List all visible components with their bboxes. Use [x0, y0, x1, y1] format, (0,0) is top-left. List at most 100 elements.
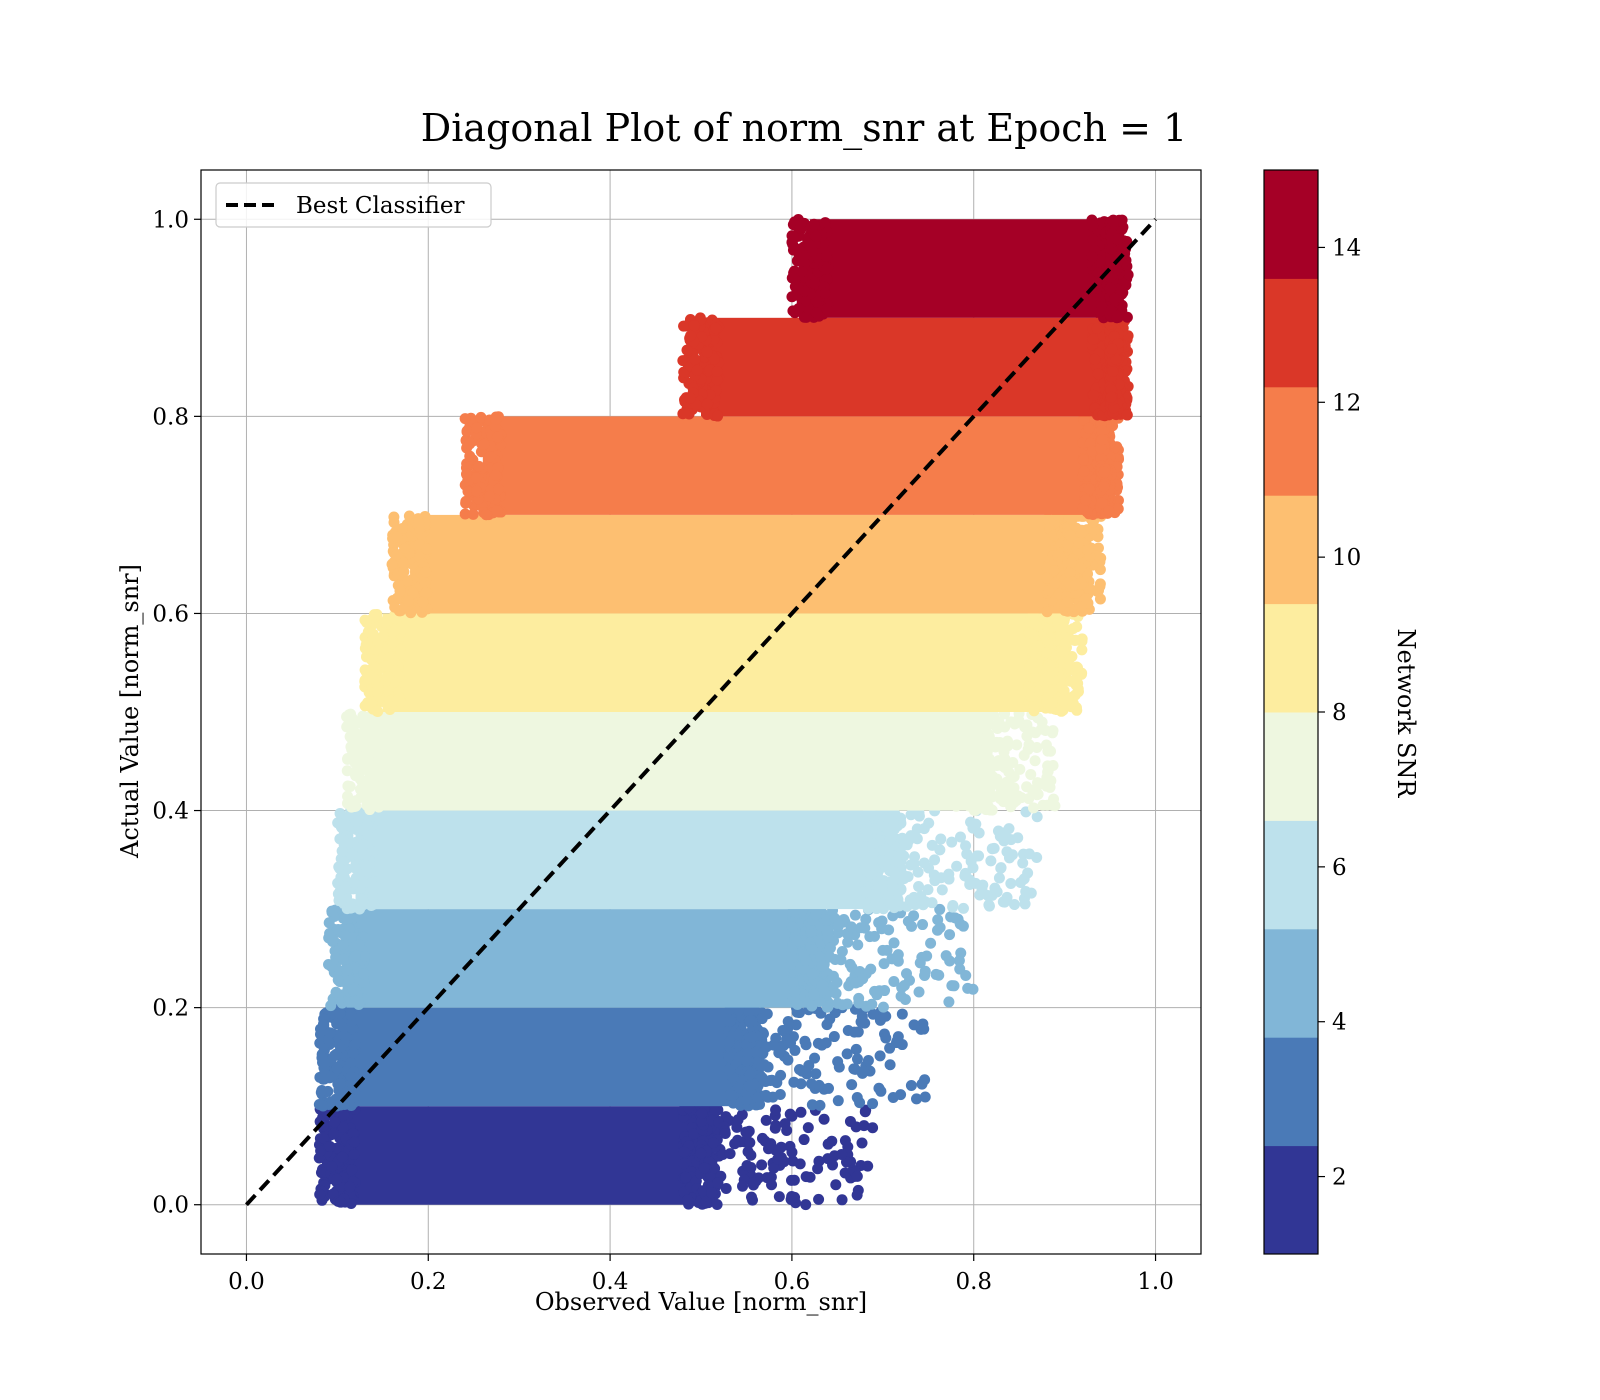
scatter-point	[709, 1106, 721, 1118]
scatter-point	[814, 1099, 826, 1111]
scatter-point	[793, 283, 805, 295]
scatter-point	[341, 964, 353, 976]
scatter-point	[467, 508, 479, 520]
scatter-dense-region	[701, 317, 1111, 417]
scatter-point	[913, 881, 925, 893]
scatter-point	[345, 741, 357, 753]
scatter-point	[763, 1143, 775, 1155]
scatter-point	[680, 1171, 692, 1183]
scatter-point	[896, 870, 908, 882]
scatter-point	[822, 1153, 834, 1165]
scatter-dense-region	[337, 1007, 747, 1107]
scatter-point	[846, 1079, 858, 1091]
scatter-point	[800, 1171, 812, 1183]
scatter-point	[867, 1098, 879, 1110]
scatter-point	[356, 915, 368, 927]
scatter-point	[832, 1095, 844, 1107]
scatter-point	[330, 1048, 342, 1060]
scatter-point	[1022, 743, 1034, 755]
scatter-point	[1087, 220, 1099, 232]
scatter-point	[396, 522, 408, 534]
scatter-point	[1108, 216, 1120, 228]
scatter-point	[335, 1196, 347, 1208]
scatter-point	[332, 974, 344, 986]
scatter-point	[1041, 634, 1053, 646]
scatter-point	[678, 1146, 690, 1158]
scatter-point	[1078, 414, 1090, 426]
scatter-point	[402, 575, 414, 587]
scatter-point	[1089, 353, 1101, 365]
scatter-point	[1075, 601, 1087, 613]
x-tick-label: 0.8	[955, 1269, 992, 1295]
scatter-point	[316, 1052, 328, 1064]
scatter-point	[889, 822, 901, 834]
scatter-point	[808, 277, 820, 289]
scatter-point	[845, 921, 857, 933]
scatter-point	[824, 951, 836, 963]
scatter-point	[389, 624, 401, 636]
scatter-point	[492, 483, 504, 495]
colorbar-tick-label: 8	[1332, 700, 1347, 726]
scatter-point	[1041, 771, 1053, 783]
scatter-point	[365, 653, 377, 665]
best-classifier-line	[244, 217, 1158, 1207]
scatter-point	[796, 266, 808, 278]
scatter-point	[787, 231, 799, 243]
chart-title: Diagonal Plot of norm_snr at Epoch = 1	[421, 106, 1187, 151]
scatter-point	[789, 1191, 801, 1203]
scatter-point	[794, 1063, 806, 1075]
scatter-point	[347, 1047, 359, 1059]
scatter-point	[968, 723, 980, 735]
scatter-point	[372, 797, 384, 809]
scatter-point	[770, 1104, 782, 1116]
scatter-point	[365, 877, 377, 889]
scatter-point	[988, 709, 1000, 721]
scatter-point	[849, 909, 861, 921]
scatter-point	[375, 749, 387, 761]
scatter-point	[900, 968, 912, 980]
scatter-point	[940, 950, 952, 962]
scatter-point	[332, 817, 344, 829]
scatter-point	[746, 1031, 758, 1043]
scatter-point	[1091, 322, 1103, 334]
scatter-point	[710, 322, 722, 334]
scatter-point	[943, 996, 955, 1008]
scatter-point	[316, 1084, 328, 1096]
scatter-dense-region	[346, 909, 811, 1008]
scatter-point	[821, 263, 833, 275]
scatter-point	[1041, 606, 1053, 618]
scatter-point	[1112, 503, 1124, 515]
scatter-point	[350, 800, 362, 812]
colorbar-tick-label: 2	[1332, 1165, 1347, 1191]
scatter-point	[806, 943, 818, 955]
scatter-point	[333, 1016, 345, 1028]
scatter-point	[349, 995, 361, 1007]
scatter-point	[678, 320, 690, 332]
scatter-point	[490, 469, 502, 481]
scatter-point	[1043, 585, 1055, 597]
scatter-point	[350, 729, 362, 741]
scatter-point	[866, 998, 878, 1010]
scatter-point	[365, 899, 377, 911]
scatter-point	[909, 851, 921, 863]
scatter-point	[981, 746, 993, 758]
scatter-point	[330, 986, 342, 998]
scatter-point	[369, 771, 381, 783]
scatter-point	[748, 1177, 760, 1189]
scatter-point	[367, 628, 379, 640]
scatter-point	[916, 1078, 928, 1090]
scatter-point	[917, 919, 929, 931]
scatter-point	[1048, 673, 1060, 685]
scatter-point	[926, 897, 938, 909]
scatter-point	[349, 862, 361, 874]
y-axis-ticks: 0.0 0.2 0.4 0.6 0.8 1.0	[152, 207, 201, 1219]
scatter-point	[768, 1039, 780, 1051]
scatter-point	[746, 1191, 758, 1203]
scatter-point	[1014, 763, 1026, 775]
scatter-point	[879, 985, 891, 997]
scatter-point	[376, 739, 388, 751]
colorbar-tick-label: 10	[1332, 545, 1361, 571]
scatter-point	[331, 1062, 343, 1074]
scatter-point	[339, 1031, 351, 1043]
scatter-point	[822, 1082, 834, 1094]
